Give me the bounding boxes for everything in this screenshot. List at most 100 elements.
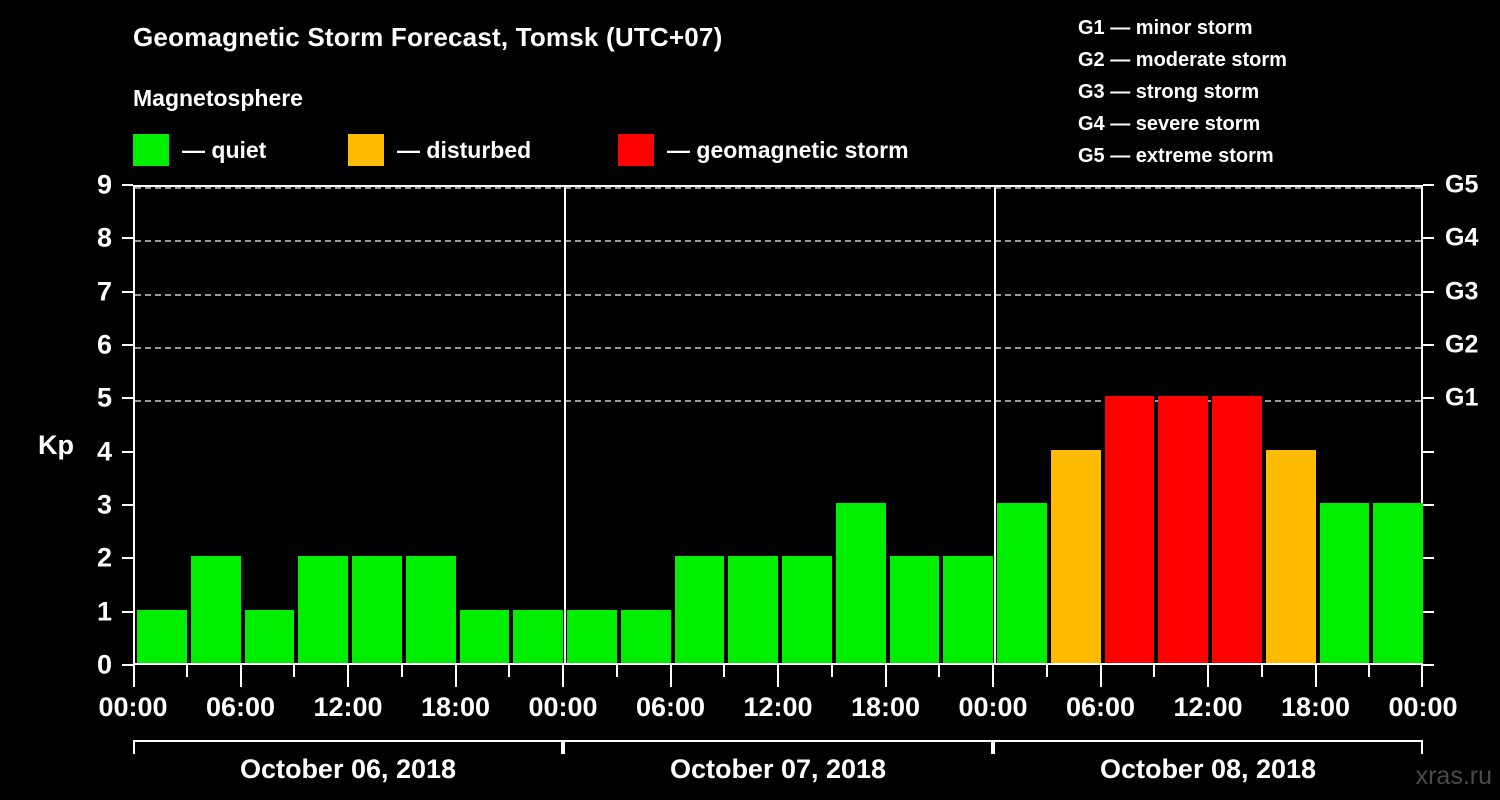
bar-kp-2-quiet (728, 556, 778, 663)
y-tick-mark-9 (122, 184, 133, 186)
bar-kp-1-quiet (137, 609, 187, 663)
bar-kp-5-storm (1104, 396, 1155, 663)
legend-entry-geomagnetic-storm: — geomagnetic storm (618, 133, 909, 167)
x-tick-minor-3h (185, 665, 188, 677)
g-scale-legend: G1 — minor storm G2 — moderate storm G3 — … (1078, 12, 1287, 172)
bar-kp-2-quiet (352, 556, 402, 663)
bar-kp-4-disturbed (1265, 449, 1316, 663)
y-axis-title: Kp (38, 430, 74, 460)
x-tick-major-12h (347, 665, 349, 687)
day-label-3: October 08, 2018 (1099, 754, 1317, 784)
day-separator-48h (994, 187, 996, 663)
bar-kp-1-quiet (459, 609, 510, 663)
gridline-kp-5 (135, 400, 1421, 403)
bar-kp-1-quiet (513, 609, 563, 663)
legend-label-disturbed: — disturbed (397, 136, 532, 163)
y-tick-label-2: 2 (96, 542, 112, 573)
right-axis-tick-4 (1423, 450, 1434, 453)
x-tick-minor-45h (938, 665, 941, 677)
x-tick-minor-15h (400, 665, 403, 677)
y-tick-label-8: 8 (96, 222, 112, 253)
x-tick-major-30h (669, 665, 672, 687)
right-axis-tick-0 (1423, 664, 1434, 666)
y-tick-mark-7 (122, 290, 133, 293)
bar-kp-2-quiet (190, 556, 241, 663)
x-tick-label-36h: 12:00 (743, 692, 813, 722)
y-tick-label-3: 3 (96, 489, 112, 520)
right-axis-tick-8 (1423, 237, 1434, 240)
x-tick-label-6h: 06:00 (205, 692, 276, 722)
right-axis-tick-1 (1423, 610, 1434, 613)
x-tick-major-18h (454, 665, 457, 687)
g-legend-line-2: G2 — moderate storm (1078, 49, 1287, 71)
y-tick-label-0: 0 (96, 649, 112, 680)
bar-kp-2-quiet (674, 556, 725, 663)
gridline-kp-8 (135, 240, 1421, 243)
x-tick-minor-51h (1045, 665, 1048, 677)
x-tick-major-24h (562, 665, 564, 687)
day-bracket-1 (133, 740, 563, 754)
day-label-2: October 07, 2018 (669, 754, 887, 784)
y-tick-label-7: 7 (96, 276, 112, 307)
y-tick-mark-4 (122, 450, 133, 453)
x-tick-major-0h (133, 665, 135, 687)
x-tick-label-60h: 12:00 (1173, 692, 1243, 722)
g-axis-label-G1: G1 (1445, 383, 1479, 412)
x-tick-major-66h (1314, 665, 1317, 687)
y-tick-label-4: 4 (96, 436, 112, 467)
g-axis-label-G2: G2 (1445, 330, 1479, 359)
x-tick-minor-27h (615, 665, 618, 677)
x-tick-minor-33h (723, 665, 726, 677)
legend-label-quiet: — quiet (182, 136, 267, 163)
bar-kp-1-quiet (567, 609, 617, 663)
x-tick-minor-39h (830, 665, 833, 677)
legend-entry-disturbed: — disturbed (348, 133, 531, 167)
bar-kp-2-quiet (782, 556, 832, 663)
gridline-kp-6 (135, 347, 1421, 349)
x-tick-label-42h: 18:00 (850, 692, 921, 722)
x-tick-label-72h: 00:00 (1388, 692, 1458, 722)
bar-kp-3-quiet (835, 503, 886, 663)
legend-swatch-disturbed (348, 134, 384, 166)
bar-kp-2-quiet (889, 556, 940, 663)
x-tick-minor-57h (1153, 665, 1156, 677)
g-legend-line-1: G1 — minor storm (1078, 17, 1253, 39)
plot-inner (135, 187, 1423, 663)
x-tick-minor-63h (1260, 665, 1263, 677)
y-tick-mark-0 (122, 664, 133, 666)
y-tick-label-6: 6 (96, 329, 112, 360)
x-tick-label-18h: 18:00 (420, 692, 491, 722)
gridline-kp-9 (135, 187, 1421, 189)
x-tick-major-60h (1207, 665, 1209, 687)
x-tick-major-42h (884, 665, 887, 687)
plot-area (133, 185, 1423, 665)
bar-kp-3-quiet (1319, 503, 1370, 663)
gridline-kp-7 (135, 293, 1421, 296)
x-tick-minor-69h (1368, 665, 1371, 677)
y-tick-mark-5 (122, 397, 133, 400)
bar-kp-4-disturbed (1050, 449, 1101, 663)
chart-subtitle: Magnetosphere (133, 85, 303, 111)
legend-entry-quiet: — quiet (133, 133, 266, 167)
right-axis-tick-2 (1423, 557, 1434, 560)
y-tick-mark-1 (122, 610, 133, 613)
x-tick-major-72h (1421, 665, 1423, 687)
x-tick-label-48h: 00:00 (958, 692, 1028, 722)
bar-kp-2-quiet (405, 556, 456, 663)
x-tick-label-30h: 06:00 (635, 692, 706, 722)
right-axis-tick-7 (1423, 290, 1434, 293)
x-tick-minor-21h (508, 665, 511, 677)
y-tick-mark-8 (122, 237, 133, 240)
day-bracket-3 (993, 740, 1423, 754)
legend-label-geomagnetic-storm: — geomagnetic storm (667, 136, 909, 163)
watermark: xras.ru (1415, 762, 1492, 790)
g-legend-line-3: G3 — strong storm (1078, 81, 1260, 103)
y-tick-label-9: 9 (96, 169, 112, 200)
day-separator-24h (564, 187, 566, 663)
day-bracket-2 (563, 740, 993, 754)
x-tick-major-36h (777, 665, 779, 687)
g-legend-line-5: G5 — extreme storm (1078, 145, 1274, 167)
y-tick-mark-2 (122, 557, 133, 560)
x-tick-major-54h (1099, 665, 1102, 687)
